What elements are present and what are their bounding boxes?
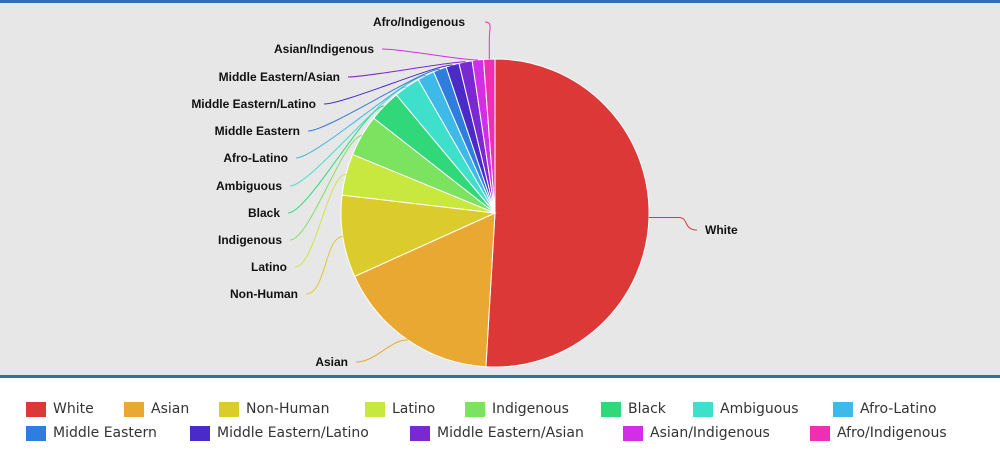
legend-swatch (693, 401, 713, 417)
legend-label: Asian (151, 401, 190, 417)
legend-item-non-human[interactable]: Non-Human (219, 401, 329, 417)
legend-swatch (601, 401, 621, 417)
legend-swatch (365, 401, 385, 417)
slice-label-asian-indigenous: Asian/Indigenous (274, 42, 374, 56)
legend-swatch (219, 401, 239, 417)
legend-label: Asian/Indigenous (650, 425, 770, 441)
legend-item-middle-eastern-asian[interactable]: Middle Eastern/Asian (410, 425, 584, 441)
pie-slice-white[interactable] (485, 58, 650, 368)
connector-ambiguous (289, 86, 408, 187)
slice-label-middle-eastern-latino: Middle Eastern/Latino (191, 97, 316, 111)
legend-swatch (410, 425, 430, 441)
legend-item-middle-eastern-latino[interactable]: Middle Eastern/Latino (190, 425, 369, 441)
slice-label-white: White (705, 223, 738, 237)
slice-label-middle-eastern-asian: Middle Eastern/Asian (219, 70, 340, 84)
legend-item-middle-eastern[interactable]: Middle Eastern (26, 425, 157, 441)
legend-swatch (124, 401, 144, 417)
slice-label-black: Black (248, 206, 280, 220)
connector-non-human (305, 236, 343, 295)
legend-item-asian-indigenous[interactable]: Asian/Indigenous (623, 425, 770, 441)
pie-slice-non-human[interactable] (340, 194, 497, 278)
legend-item-latino[interactable]: Latino (365, 401, 435, 417)
legend-label: White (53, 401, 94, 417)
slice-label-latino: Latino (251, 260, 287, 274)
pie-chart: White Asian Non-Human Latino Indigenous Black… (191, 15, 738, 369)
chart-panel: White Asian Non-Human Latino Indigenous Black… (0, 0, 1000, 378)
legend: White Asian Non-Human Latino Indigenous Black… (0, 378, 1000, 454)
slice-label-ambiguous: Ambiguous (216, 179, 282, 193)
pie-slice-asian[interactable] (353, 212, 496, 368)
legend-label: Afro/Indigenous (837, 425, 947, 441)
connector-afro-latino (295, 74, 426, 159)
legend-label: Indigenous (492, 401, 569, 417)
connector-afro-indigenous (484, 21, 491, 60)
legend-label: Middle Eastern/Latino (217, 425, 369, 441)
legend-label: Black (628, 401, 666, 417)
legend-label: Ambiguous (720, 401, 799, 417)
slice-label-afro-indigenous: Afro/Indigenous (373, 15, 465, 29)
legend-item-afro-indigenous[interactable]: Afro/Indigenous (810, 425, 947, 441)
connector-white (648, 217, 698, 231)
connector-latino (294, 173, 347, 268)
legend-swatch (465, 401, 485, 417)
slice-label-indigenous: Indigenous (218, 233, 282, 247)
connector-middle-eastern (307, 68, 440, 132)
legend-swatch (26, 425, 46, 441)
legend-label: Latino (392, 401, 436, 417)
slice-label-afro-latino: Afro-Latino (223, 151, 288, 165)
connector-middle-eastern-latino (323, 64, 453, 105)
slice-label-middle-eastern: Middle Eastern (215, 124, 300, 138)
legend-item-asian[interactable]: Asian (124, 401, 189, 417)
legend-label: Non-Human (246, 401, 330, 417)
legend-swatch (810, 425, 830, 441)
legend-swatch (26, 401, 46, 417)
legend-item-white[interactable]: White (26, 401, 94, 417)
slice-label-non-human: Non-Human (230, 287, 298, 301)
connector-indigenous (289, 135, 363, 241)
legend-item-black[interactable]: Black (601, 401, 666, 417)
connector-middle-eastern-asian (347, 61, 466, 78)
pie-slice-afro-indigenous[interactable] (482, 58, 496, 214)
legend-label: Middle Eastern (53, 425, 157, 441)
legend-label: Afro-Latino (860, 401, 937, 417)
connector-asian-indigenous (381, 48, 478, 61)
legend-swatch (623, 425, 643, 441)
legend-item-afro-latino[interactable]: Afro-Latino (833, 401, 937, 417)
slice-label-asian: Asian (315, 355, 348, 369)
legend-swatch (833, 401, 853, 417)
connector-asian (355, 339, 408, 363)
legend-label: Middle Eastern/Asian (437, 425, 584, 441)
legend-swatch (190, 425, 210, 441)
legend-item-ambiguous[interactable]: Ambiguous (693, 401, 798, 417)
connector-black (287, 105, 385, 214)
legend-item-indigenous[interactable]: Indigenous (465, 401, 569, 417)
